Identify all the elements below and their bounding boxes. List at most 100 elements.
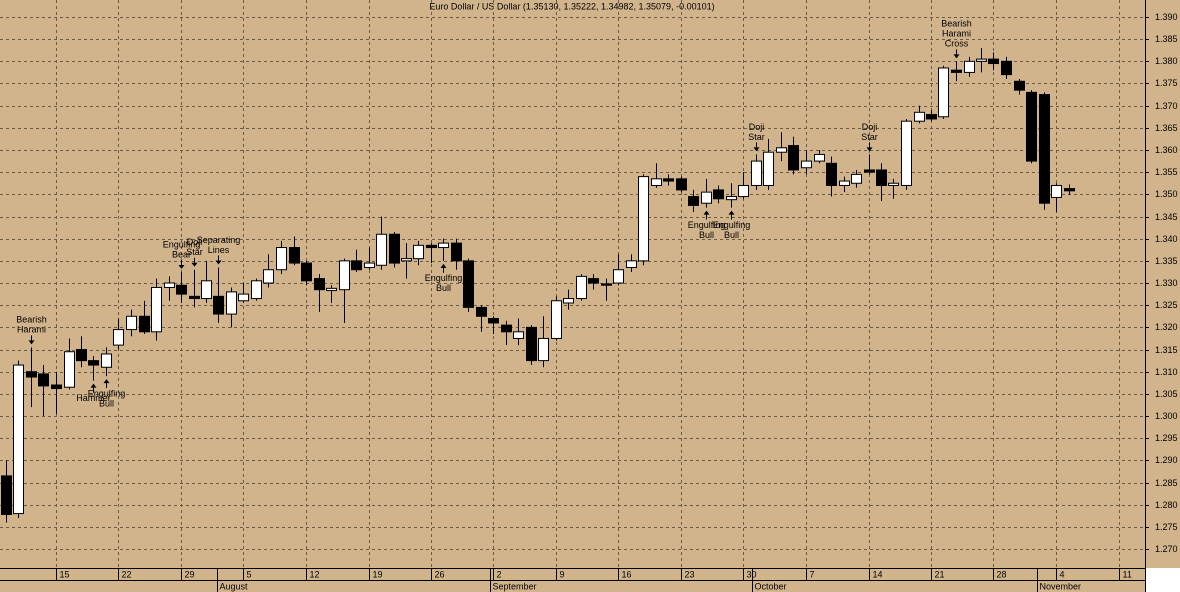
candle-body [88, 360, 99, 366]
y-tick-label: 1.305 [1155, 389, 1178, 399]
candle-body [1014, 80, 1025, 91]
candle [501, 320, 512, 346]
candle-body [964, 60, 975, 73]
candle [513, 318, 524, 346]
candle-body [926, 114, 937, 120]
x-tick-label: 29 [185, 569, 195, 579]
candle [951, 61, 962, 82]
candle-body [164, 282, 175, 288]
candle [901, 118, 912, 190]
candle-body [563, 298, 574, 304]
candle-body [901, 120, 912, 186]
candle-body [389, 233, 400, 264]
candle [551, 296, 562, 341]
candle [189, 269, 200, 308]
candle [788, 136, 799, 175]
candle-body [364, 262, 375, 269]
candle [663, 174, 674, 186]
candle [601, 278, 612, 301]
annotation-text: Doji [187, 237, 203, 247]
candle [201, 260, 212, 303]
annotation-text: Bull [699, 230, 714, 240]
candle-body [1001, 60, 1012, 76]
candle-body [538, 337, 549, 362]
candle-body [551, 300, 562, 339]
candle-body [876, 169, 887, 186]
x-tick-label: 5 [247, 569, 252, 579]
candle-body [951, 69, 962, 73]
candle [339, 258, 350, 323]
candle [413, 240, 424, 266]
annotation-arrowhead [28, 340, 35, 345]
candle [238, 283, 249, 303]
candle [376, 216, 387, 270]
candle-body [326, 287, 337, 292]
candle-body [426, 244, 437, 249]
candle [701, 178, 712, 208]
annotation-text: Bull [436, 283, 451, 293]
candle-body [1, 475, 12, 515]
y-tick-label: 1.370 [1155, 101, 1178, 111]
x-tick-label: 21 [935, 569, 945, 579]
candle [801, 150, 812, 175]
annotation-arrowhead [90, 383, 97, 388]
candle-body [213, 295, 224, 315]
candle [151, 278, 162, 341]
x-tick-label: 22 [122, 569, 132, 579]
candle-body [1064, 188, 1075, 192]
candle-body [651, 178, 662, 186]
candle [276, 240, 287, 275]
y-tick-label: 1.355 [1155, 167, 1178, 177]
annotation-text: Bearish [941, 19, 972, 29]
candle [688, 189, 699, 213]
candle [1014, 79, 1025, 95]
candle-body [339, 260, 350, 291]
x-tick-label: 4 [1060, 569, 1065, 579]
candle-body [451, 242, 462, 262]
candle-body [638, 176, 649, 262]
candle [226, 287, 237, 328]
candle-body [113, 329, 124, 346]
y-tick-label: 1.310 [1155, 367, 1178, 377]
candle-body [126, 315, 137, 331]
candle-body [376, 233, 387, 266]
candle [113, 318, 124, 350]
annotation-arrowhead [440, 263, 447, 268]
candle [476, 305, 487, 332]
candle-body [613, 269, 624, 284]
candle [488, 316, 499, 335]
candle-body [526, 326, 537, 362]
candle [289, 236, 300, 266]
candle-body [588, 278, 599, 284]
candle-body [263, 269, 274, 284]
y-tick-label: 1.375 [1155, 78, 1178, 88]
annotation-text: Engulfing [88, 389, 126, 399]
x-tick-label: 23 [685, 569, 695, 579]
candle [726, 183, 737, 208]
y-tick-label: 1.340 [1155, 234, 1178, 244]
candle [126, 309, 137, 337]
candle-body [713, 189, 724, 200]
x-tick-label: 7 [810, 569, 815, 579]
candle [364, 247, 375, 270]
candle [988, 52, 999, 71]
candle-body [914, 111, 925, 122]
candle [51, 371, 62, 414]
candle [1064, 184, 1075, 196]
y-tick-label: 1.320 [1155, 322, 1178, 332]
candle [314, 274, 325, 312]
candle [1039, 92, 1050, 210]
candle [351, 249, 362, 272]
annotation-arrowhead [178, 264, 185, 269]
chart-title: Euro Dollar / US Dollar (1.35130, 1.3522… [429, 1, 714, 11]
candle [263, 254, 274, 288]
annotation-arrowhead [103, 379, 110, 384]
candle [426, 243, 437, 264]
candle [964, 56, 975, 77]
candle [876, 163, 887, 201]
